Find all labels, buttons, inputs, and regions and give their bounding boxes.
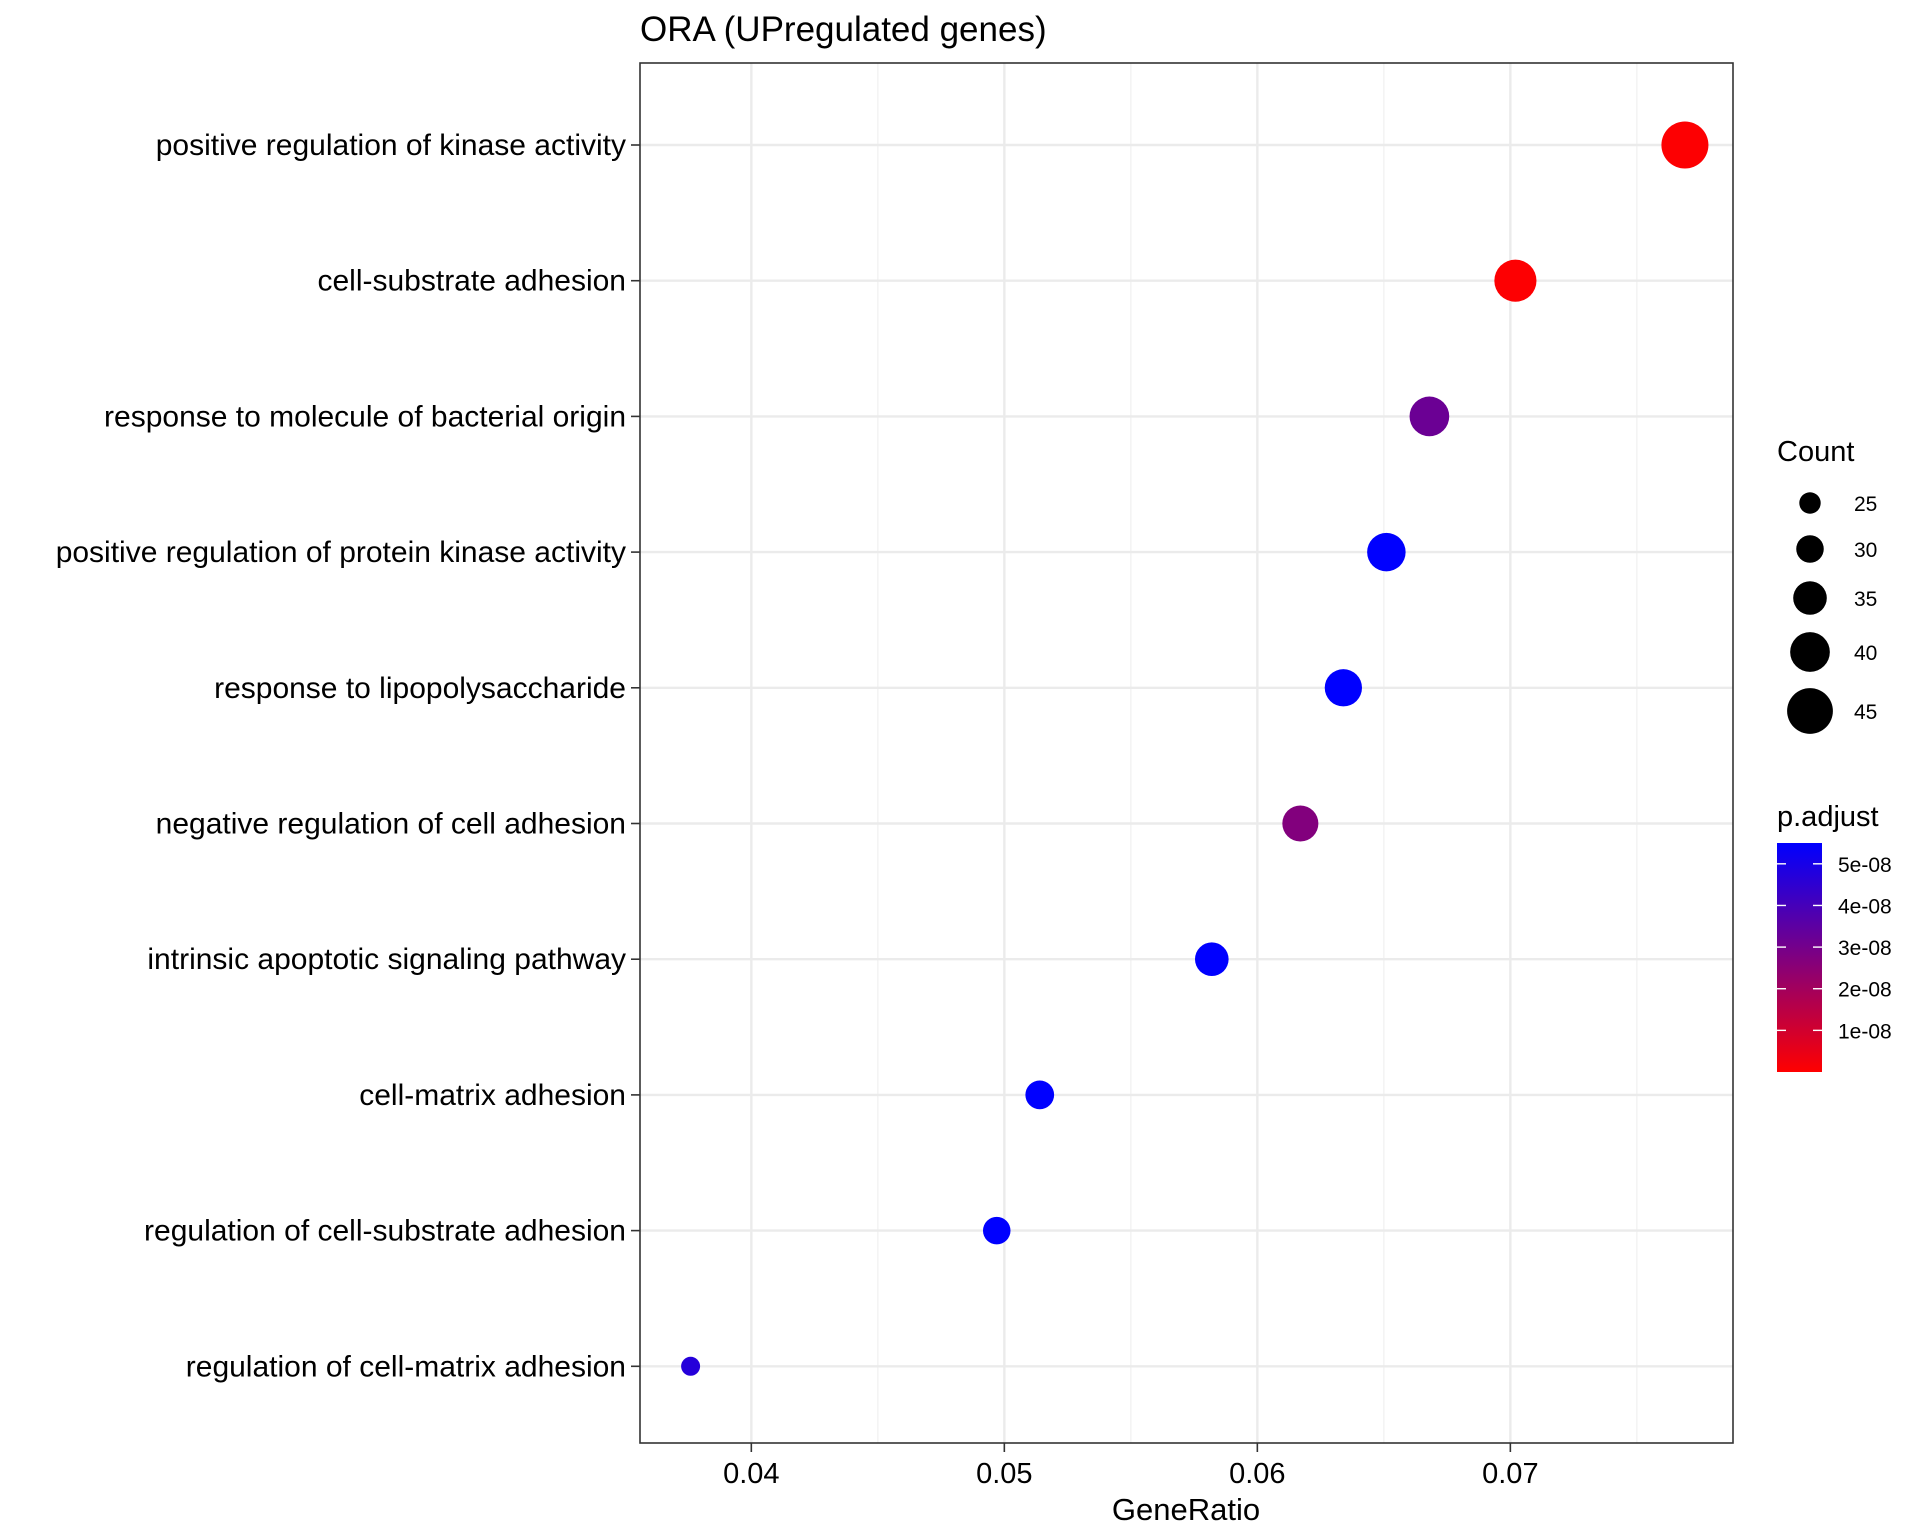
x-tick-label: 0.07 [1482,1458,1538,1490]
data-point [1409,396,1450,437]
data-point [1367,532,1406,572]
legend-count-key [1787,688,1833,734]
y-tick-label: intrinsic apoptotic signaling pathway [147,943,626,976]
legend-count-label: 40 [1854,642,1877,665]
x-axis: 0.04 0.05 0.06 0.07 [723,1443,1539,1490]
legend-count-label: 45 [1854,701,1877,724]
x-tick-label: 0.05 [976,1458,1032,1490]
legend-colorbar [1777,843,1822,1072]
legend-count-key [1793,581,1827,615]
grid-minor [877,63,1638,1443]
legend-count-label: 30 [1854,539,1877,562]
y-axis: positive regulation of kinase activity ce… [56,129,640,1383]
panel-border [639,62,1734,1444]
y-tick-label: negative regulation of cell adhesion [156,808,626,841]
chart-title: ORA (UPregulated genes) [640,10,1047,49]
y-tick-label: positive regulation of kinase activity [156,129,626,162]
legend-count-label: 35 [1854,588,1877,611]
y-tick-label: cell-matrix adhesion [359,1079,626,1112]
data-points [681,121,1709,1376]
y-tick-label: regulation of cell-substrate adhesion [144,1215,626,1248]
legend-count-key [1796,535,1824,563]
legend-colorbar-label: 3e-08 [1838,937,1892,960]
y-tick-label: response to molecule of bacterial origin [104,400,626,433]
data-point [1194,942,1229,977]
data-point [982,1216,1011,1245]
legend-colorbar-label: 1e-08 [1838,1020,1892,1043]
panel-background [640,63,1733,1443]
x-tick-label: 0.04 [723,1458,779,1490]
x-axis-label: GeneRatio [1112,1492,1260,1527]
data-point [1324,669,1362,707]
legend-count-title: Count [1777,436,1854,468]
legend-count-key [1799,492,1821,514]
y-tick-label: positive regulation of protein kinase ac… [56,536,626,569]
legend-colorbar-label: 5e-08 [1838,854,1892,877]
y-tick-label: response to lipopolysaccharide [214,672,626,705]
data-point [1661,121,1709,169]
data-point [681,1356,701,1376]
data-point [1025,1080,1055,1110]
legend-colorbar-label: 4e-08 [1838,895,1892,918]
grid-major [640,63,1733,1443]
legend-count-key [1790,632,1830,672]
y-tick-label: cell-substrate adhesion [317,265,626,298]
legend-padjust: p.adjust 5e-08 4e-08 3e-08 2e-08 1e-08 [1777,801,1892,1072]
y-tick-label: regulation of cell-matrix adhesion [186,1350,626,1383]
data-point [1494,259,1537,302]
legend-colorbar-label: 2e-08 [1838,979,1892,1002]
x-tick-label: 0.06 [1229,1458,1285,1490]
legend-count-label: 25 [1854,493,1877,516]
legend-padjust-title: p.adjust [1777,801,1879,833]
data-point [1282,805,1319,842]
legend-count: Count 25 30 35 40 45 [1777,436,1877,734]
